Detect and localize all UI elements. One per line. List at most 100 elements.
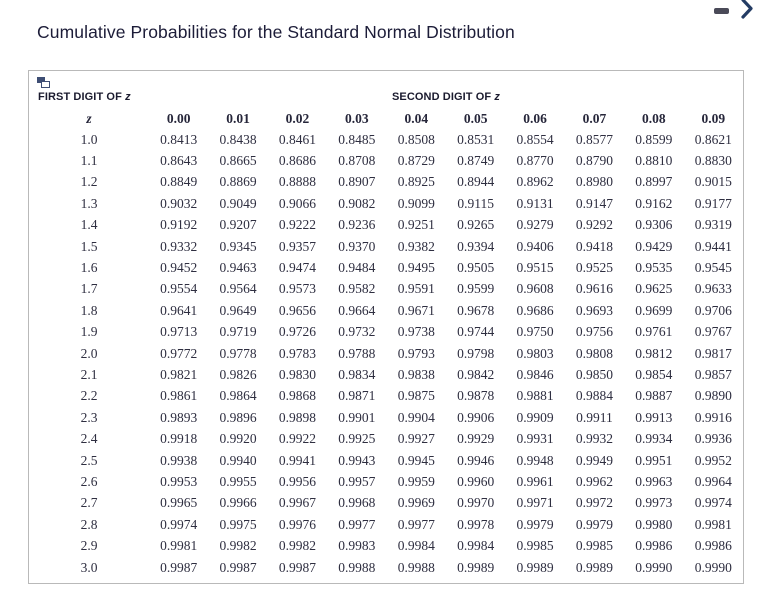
probability-cell: 0.9971 [516, 495, 554, 511]
probability-cell: 0.9608 [516, 281, 554, 297]
probability-cell: 0.8925 [397, 174, 435, 190]
probability-cell: 0.9929 [457, 431, 495, 447]
probability-cell: 0.9884 [575, 388, 613, 404]
probability-cell: 0.9131 [516, 195, 554, 211]
probability-cell: 0.9812 [635, 345, 673, 361]
probability-cell: 0.9927 [397, 431, 435, 447]
probability-cell: 0.9207 [219, 217, 257, 233]
z-value-cell: 2.0 [80, 345, 98, 361]
probability-cell: 0.9946 [457, 452, 495, 468]
probability-cell: 0.9961 [516, 473, 554, 489]
probability-cell: 0.9987 [278, 559, 317, 575]
probability-cell: 0.9582 [338, 281, 376, 297]
probability-cell: 0.9979 [575, 516, 613, 532]
probability-cell: 0.9959 [397, 473, 435, 489]
probability-cell: 0.9772 [160, 345, 198, 361]
overlapping-windows-icon[interactable] [37, 77, 51, 90]
probability-cell: 0.9956 [278, 473, 317, 489]
probability-cell: 0.9974 [160, 516, 198, 532]
probability-cell: 0.9987 [160, 559, 198, 575]
probability-cell: 0.9957 [338, 473, 376, 489]
z-value-cell: 1.8 [80, 302, 98, 318]
probability-cell: 0.9545 [694, 260, 732, 276]
z-value-cell: 2.8 [80, 516, 98, 532]
table-row: 2.9 0.9981 0.9982 0.9982 0.9983 0.9984 0.9984 0… [29, 535, 743, 556]
probability-cell: 0.9625 [635, 281, 673, 297]
probability-cell: 0.9989 [457, 559, 495, 575]
probability-cell: 0.9978 [457, 516, 495, 532]
probability-cell: 0.9382 [397, 238, 435, 254]
probability-cell: 0.9986 [694, 538, 732, 554]
probability-cell: 0.9987 [219, 559, 257, 575]
chevron-right-icon[interactable] [739, 0, 755, 19]
table-row: 2.2 0.9861 0.9864 0.9868 0.9871 0.9875 0.9878 0… [29, 386, 743, 407]
probability-cell: 0.8461 [278, 131, 317, 147]
probability-cell: 0.9925 [338, 431, 376, 447]
probability-cell: 0.8944 [457, 174, 495, 190]
z-value-cell: 1.2 [80, 174, 98, 190]
probability-cell: 0.9535 [635, 260, 673, 276]
probability-cell: 0.9463 [219, 260, 257, 276]
page-title: Cumulative Probabilities for the Standar… [37, 21, 515, 42]
probability-cell: 0.9591 [397, 281, 435, 297]
probability-cell: 0.9192 [160, 217, 198, 233]
probability-cell: 0.9738 [397, 324, 435, 340]
probability-cell: 0.9452 [160, 260, 198, 276]
table-row: 3.0 0.9987 0.9987 0.9987 0.9988 0.9988 0.9989 0… [29, 557, 743, 578]
probability-cell: 0.9678 [457, 302, 495, 318]
column-header: 0.08 [642, 110, 666, 126]
probability-cell: 0.9968 [338, 495, 376, 511]
z-value-cell: 2.1 [80, 366, 98, 382]
probability-cell: 0.9292 [575, 217, 613, 233]
probability-cell: 0.8438 [219, 131, 257, 147]
probability-cell: 0.9901 [338, 409, 376, 425]
probability-cell: 0.9515 [516, 260, 554, 276]
probability-cell: 0.9345 [219, 238, 257, 254]
probability-cell: 0.9906 [457, 409, 495, 425]
probability-cell: 0.9803 [516, 345, 554, 361]
probability-cell: 0.8531 [457, 131, 495, 147]
probability-cell: 0.9418 [575, 238, 613, 254]
probability-cell: 0.9750 [516, 324, 554, 340]
probability-cell: 0.9963 [635, 473, 673, 489]
z-value-cell: 1.1 [80, 153, 98, 169]
probability-cell: 0.9236 [338, 217, 376, 233]
probability-cell: 0.9394 [457, 238, 495, 254]
z-value-cell: 1.7 [80, 281, 98, 297]
probability-cell: 0.9830 [278, 366, 317, 382]
probability-cell: 0.9066 [278, 195, 317, 211]
probability-cell: 0.9875 [397, 388, 435, 404]
first-digit-label: FIRST DIGIT OF z [38, 91, 131, 103]
probability-cell: 0.8621 [694, 131, 732, 147]
probability-cell: 0.8869 [219, 174, 257, 190]
probability-cell: 0.9861 [160, 388, 198, 404]
probability-cell: 0.9783 [278, 345, 317, 361]
probability-cell: 0.9920 [219, 431, 257, 447]
probability-cell: 0.8888 [278, 174, 317, 190]
probability-cell: 0.8508 [397, 131, 435, 147]
probability-cell: 0.9713 [160, 324, 198, 340]
probability-cell: 0.9893 [160, 409, 198, 425]
z-table-panel: FIRST DIGIT OF z SECOND DIGIT OF z z 0.0… [28, 70, 744, 585]
probability-cell: 0.9936 [694, 431, 732, 447]
probability-cell: 0.9821 [160, 366, 198, 382]
probability-cell: 0.9982 [219, 538, 257, 554]
second-digit-label: SECOND DIGIT OF z [391, 91, 501, 103]
probability-cell: 0.9980 [635, 516, 673, 532]
probability-cell: 0.9319 [694, 217, 732, 233]
probability-cell: 0.9982 [278, 538, 317, 554]
minimize-icon[interactable] [714, 8, 729, 14]
z-value-cell: 2.9 [80, 538, 98, 554]
probability-cell: 0.9846 [516, 366, 554, 382]
table-row: 1.4 0.9192 0.9207 0.9222 0.9236 0.9251 0.9265 0… [29, 215, 743, 236]
probability-cell: 0.9953 [160, 473, 198, 489]
probability-cell: 0.9332 [160, 238, 198, 254]
probability-cell: 0.9082 [338, 195, 376, 211]
probability-cell: 0.9505 [457, 260, 495, 276]
probability-cell: 0.9474 [278, 260, 317, 276]
z-value-cell: 2.6 [80, 473, 98, 489]
probability-cell: 0.9864 [219, 388, 257, 404]
probability-cell: 0.9972 [575, 495, 613, 511]
table-row: 1.5 0.9332 0.9345 0.9357 0.9370 0.9382 0.9394 0… [29, 236, 743, 257]
probability-cell: 0.9049 [219, 195, 257, 211]
